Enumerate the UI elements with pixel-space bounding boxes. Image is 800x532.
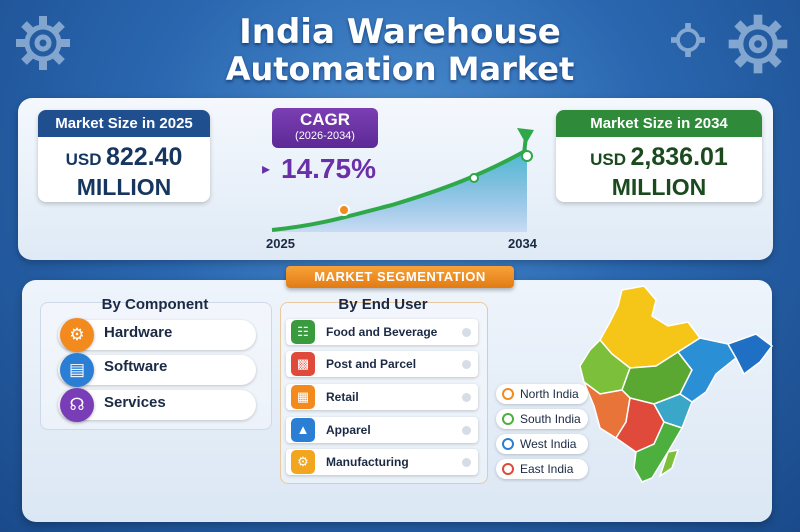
market-size-2025-label: Market Size in 2025 [38,110,210,137]
market-size-2034-label: Market Size in 2034 [556,110,762,137]
end-user-label: Manufacturing [326,455,409,469]
segmentation-banner: MARKET SEGMENTATION [286,266,514,288]
cagr-value: 14.75% [281,153,376,184]
end-year-label: 2034 [508,236,537,251]
cagr-label: CAGR [299,110,351,129]
gear-icon [16,16,70,70]
indicator-dot [462,458,471,467]
start-year-label: 2025 [266,236,295,251]
region-legend-item [496,409,588,429]
end-user-item [286,351,478,377]
region-marker [502,413,514,425]
factory-gear-icon: ⚙ [291,450,315,474]
market-size-2025-value: 822.40 [105,143,183,171]
value-scale: MILLION [76,174,172,200]
market-size-2034-card: Market Size in 2034 USD 2,836.01 MILLION [556,110,762,202]
monitor-code-icon: ▤ [60,353,94,387]
region-legend-item [496,459,588,479]
region-label: East India [520,462,574,476]
value-scale: MILLION [611,174,707,200]
region-legend-item [496,384,588,404]
region-label: North India [520,387,579,401]
component-label: Hardware [104,324,173,341]
gear-icon [728,14,788,74]
robot-arm-icon: ⚙ [60,318,94,352]
region-legend-item [496,434,588,454]
growth-curve-chart [271,128,534,232]
market-size-2034-value: 2,836.01 [630,143,728,171]
end-user-item [286,449,478,475]
currency-unit: USD [590,150,627,169]
region-marker [502,388,514,400]
arrow-right-icon: ▸ [262,161,271,178]
region-marker [502,463,514,475]
market-size-2025-card: Market Size in 2025 USD 822.40 MILLION [38,110,210,202]
indicator-dot [462,426,471,435]
end-user-item [286,384,478,410]
region-label: West India [520,437,577,451]
indicator-dot [462,393,471,402]
gear-icon [671,23,705,57]
storefront-icon: ▦ [291,385,315,409]
cagr-period: (2026-2034) [295,130,355,142]
by-component-heading: By Component [101,296,209,313]
end-user-item [286,417,478,443]
component-label: Software [104,358,168,375]
shopping-cart-icon: ☷ [291,320,315,344]
component-label: Services [104,394,166,411]
end-user-label: Retail [326,390,359,404]
indicator-dot [462,360,471,369]
end-user-label: Apparel [326,423,371,437]
region-marker [502,438,514,450]
end-user-item [286,319,478,345]
end-user-label: Post and Parcel [326,357,417,371]
currency-unit: USD [65,150,102,169]
truck-icon: ▩ [291,352,315,376]
region-label: South India [520,412,581,426]
indicator-dot [462,328,471,337]
page-title-line2: Automation Market [225,50,575,88]
cagr-badge: CAGR (2026-2034) [272,108,378,148]
page-title-line1: India Warehouse [239,12,561,52]
hanger-icon: ▲ [291,418,315,442]
by-end-user-heading: By End User [338,296,428,313]
end-user-label: Food and Beverage [326,325,438,339]
india-map [579,285,774,483]
headset-icon: ☊ [60,388,94,422]
